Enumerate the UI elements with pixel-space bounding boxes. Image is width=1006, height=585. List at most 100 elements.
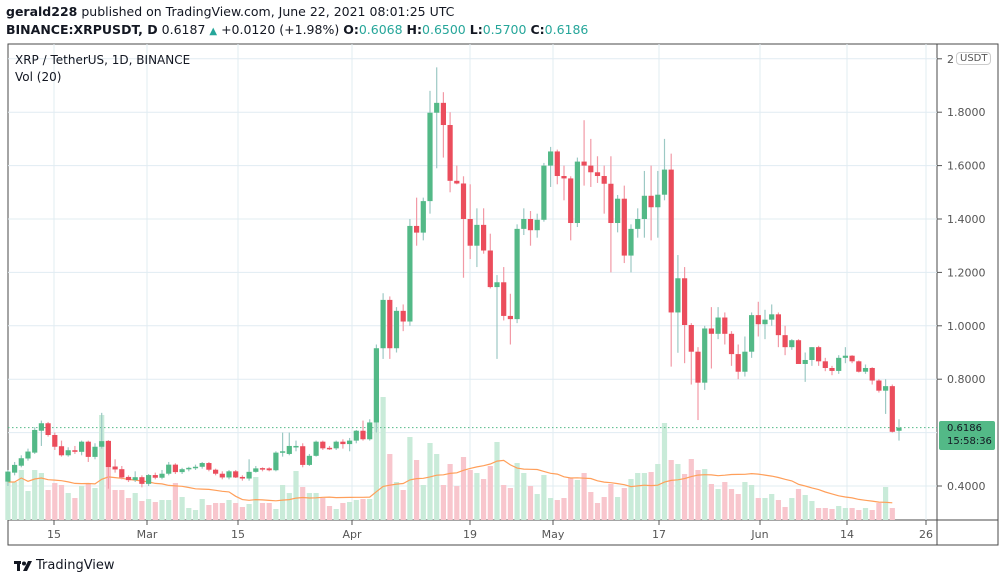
candle bbox=[246, 459, 252, 481]
candle bbox=[755, 301, 761, 337]
last-price-tag: 0.6186 15:58:36 bbox=[939, 421, 995, 450]
candle-body bbox=[621, 198, 627, 256]
low-label: L: bbox=[469, 22, 483, 37]
tradingview-logo[interactable]: TradingView bbox=[14, 558, 115, 573]
volume-bar bbox=[514, 463, 520, 520]
candle-body bbox=[862, 367, 869, 372]
candle bbox=[132, 471, 138, 482]
candle bbox=[527, 210, 534, 246]
candle bbox=[259, 467, 266, 472]
volume-bar bbox=[233, 503, 239, 520]
candle-body bbox=[300, 446, 306, 465]
candle bbox=[152, 472, 158, 480]
volume-bar bbox=[387, 454, 393, 520]
candle-body bbox=[742, 351, 748, 372]
volume-bar bbox=[568, 478, 574, 520]
candle bbox=[112, 459, 118, 473]
candle-body bbox=[333, 441, 339, 449]
candle-body bbox=[889, 386, 895, 432]
volume-bar bbox=[702, 469, 708, 520]
volume-bar bbox=[601, 497, 607, 520]
candle bbox=[92, 443, 98, 460]
candle bbox=[769, 304, 775, 326]
candle-body bbox=[856, 361, 862, 372]
candle-body bbox=[99, 441, 105, 447]
volume-bar bbox=[809, 501, 815, 520]
candle-body bbox=[661, 169, 668, 195]
volume-bar bbox=[735, 494, 741, 520]
volume-bar bbox=[347, 502, 353, 520]
volume-bar bbox=[213, 503, 219, 520]
volume-bar bbox=[782, 507, 788, 520]
candle-body bbox=[373, 348, 379, 423]
volume-bar bbox=[762, 498, 768, 520]
candle-body bbox=[72, 450, 78, 452]
volume-bar bbox=[655, 464, 661, 520]
volume-bar bbox=[18, 470, 24, 520]
x-tick-label: 14 bbox=[840, 528, 854, 541]
candle-body bbox=[460, 183, 467, 219]
volume-bar bbox=[12, 482, 18, 520]
candle bbox=[782, 325, 788, 356]
low-value: 0.5700 bbox=[482, 22, 527, 37]
candle bbox=[883, 379, 889, 414]
volume-bar bbox=[226, 500, 232, 520]
author-name[interactable]: gerald228 bbox=[6, 4, 78, 19]
candle-body bbox=[722, 317, 728, 334]
candle-body bbox=[842, 355, 848, 358]
volume-bar bbox=[588, 492, 594, 520]
candle bbox=[146, 473, 152, 486]
volume-bar bbox=[99, 415, 105, 520]
candle-body bbox=[387, 299, 393, 349]
candle-body bbox=[18, 458, 24, 466]
candle bbox=[105, 440, 111, 489]
candle-body bbox=[588, 165, 594, 173]
candle-body bbox=[306, 455, 312, 465]
candle-body bbox=[414, 225, 420, 233]
volume-bar bbox=[675, 464, 681, 520]
volume-bar bbox=[876, 503, 882, 520]
volume-bar bbox=[554, 500, 560, 520]
volume-bar bbox=[293, 471, 299, 520]
volume-bar bbox=[152, 502, 158, 520]
candle-body bbox=[802, 359, 808, 364]
candle bbox=[79, 440, 85, 456]
currency-unit-badge[interactable]: USDT bbox=[956, 52, 992, 65]
candle-body bbox=[668, 169, 674, 313]
volume-bar bbox=[92, 488, 98, 520]
candle-body bbox=[293, 445, 299, 448]
volume-bar bbox=[333, 509, 339, 520]
volume-bar bbox=[447, 464, 453, 520]
candle bbox=[856, 360, 862, 373]
candle-body bbox=[769, 314, 775, 320]
candle bbox=[280, 432, 286, 457]
volume-bar bbox=[661, 423, 668, 520]
volume-bar bbox=[326, 506, 333, 520]
volume-bar bbox=[58, 485, 65, 520]
candle bbox=[715, 307, 721, 340]
candle bbox=[789, 339, 795, 350]
candle-body bbox=[521, 219, 527, 229]
candle-body bbox=[655, 194, 661, 208]
volume-bar bbox=[414, 460, 420, 520]
candle bbox=[414, 197, 420, 246]
candle bbox=[561, 165, 567, 201]
candle bbox=[239, 475, 245, 481]
candle-body bbox=[836, 357, 842, 371]
x-tick-label: 15 bbox=[231, 528, 245, 541]
candle bbox=[682, 267, 688, 364]
candle-body bbox=[286, 445, 292, 454]
candle bbox=[5, 469, 11, 486]
candle-body bbox=[420, 201, 426, 233]
candle-body bbox=[574, 161, 580, 224]
volume-bar bbox=[474, 473, 480, 520]
candle-body bbox=[58, 446, 65, 456]
candle bbox=[72, 445, 78, 454]
volume-bar bbox=[836, 506, 842, 520]
volume-bar bbox=[300, 487, 306, 520]
candle-body bbox=[795, 340, 802, 364]
candle bbox=[253, 465, 259, 473]
candle-body bbox=[246, 471, 252, 479]
candle-body bbox=[514, 228, 520, 320]
